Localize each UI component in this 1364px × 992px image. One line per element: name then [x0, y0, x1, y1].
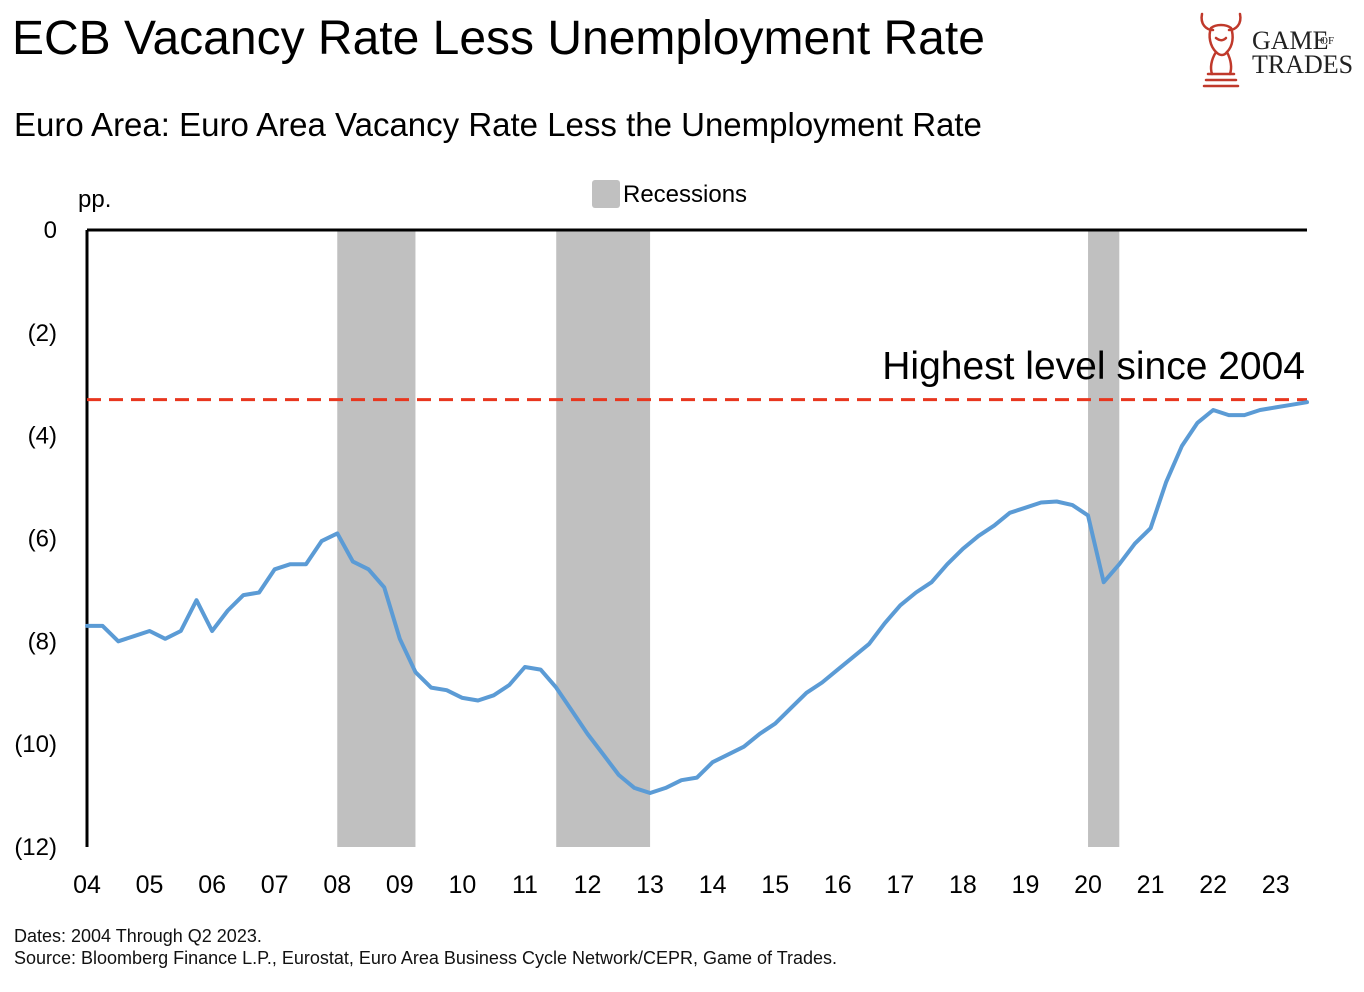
chart-subtitle: Euro Area: Euro Area Vacancy Rate Less t…	[14, 106, 982, 143]
x-tick-label: 12	[574, 871, 602, 899]
x-tick-label: 14	[699, 871, 727, 899]
x-tick-label: 11	[512, 871, 538, 899]
x-tick-label: 09	[386, 871, 414, 899]
logo-text-of: OF	[1320, 35, 1335, 47]
y-tick-label: (6)	[28, 526, 57, 553]
y-tick-label: 0	[44, 217, 57, 244]
x-tick-label: 18	[949, 871, 977, 899]
x-tick-label: 21	[1137, 871, 1165, 899]
y-tick-label: (10)	[14, 731, 57, 758]
game-of-trades-logo: GAME OF TRADES	[1196, 8, 1354, 92]
legend-swatch-recessions	[592, 180, 620, 208]
reference-line-label: Highest level since 2004	[882, 345, 1305, 388]
chart-title: ECB Vacancy Rate Less Unemployment Rate	[12, 12, 985, 65]
recession-band-1	[337, 230, 416, 847]
vacancy-unemployment-chart: 0 (2) (4) (6) (8) (10) (12) pp. 04 05 06 07 08 09 10 11…	[14, 180, 1309, 899]
legend-label-recessions: Recessions	[623, 181, 747, 208]
x-tick-label: 15	[761, 871, 789, 899]
x-tick-label: 20	[1074, 871, 1102, 899]
x-tick-label: 16	[824, 871, 852, 899]
y-axis-label: pp.	[78, 186, 111, 213]
x-tick-label: 19	[1012, 871, 1040, 899]
logo-text-trades: TRADES	[1252, 50, 1354, 79]
bull-chess-knight-icon	[1200, 12, 1242, 88]
x-tick-label: 23	[1262, 871, 1290, 899]
x-tick-label: 04	[73, 871, 101, 899]
footnote-source: Source: Bloomberg Finance L.P., Eurostat…	[14, 948, 838, 968]
x-tick-label: 05	[136, 871, 164, 899]
x-tick-label: 17	[886, 871, 914, 899]
logo-text-game: GAME	[1252, 26, 1329, 55]
y-tick-label: (8)	[28, 628, 57, 655]
y-tick-label: (2)	[28, 320, 57, 347]
x-tick-label: 13	[636, 871, 664, 899]
x-tick-label: 06	[198, 871, 226, 899]
y-tick-label: (4)	[28, 423, 57, 450]
y-tick-label: (12)	[14, 834, 57, 861]
series-line-1	[85, 400, 1309, 795]
recession-band-2	[556, 230, 651, 847]
x-tick-label: 10	[448, 871, 476, 899]
x-tick-label: 07	[261, 871, 289, 899]
footnote-dates: Dates: 2004 Through Q2 2023.	[14, 926, 262, 946]
x-tick-label: 22	[1199, 871, 1227, 899]
x-tick-label: 08	[323, 871, 351, 899]
